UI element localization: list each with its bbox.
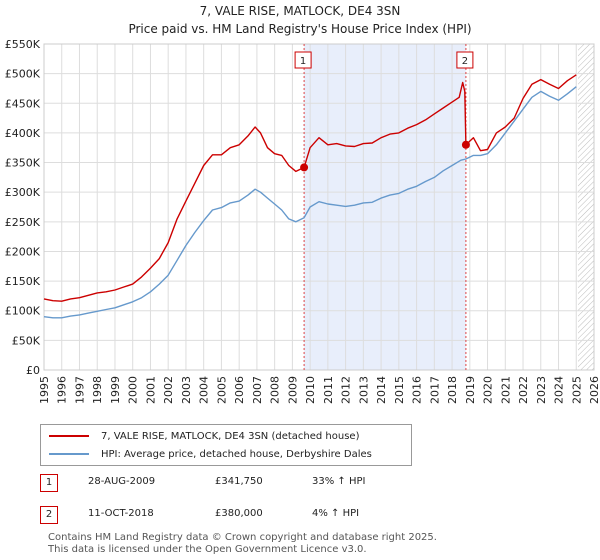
- ownership-period-shade: [304, 44, 466, 370]
- footer-licence: This data is licensed under the Open Gov…: [48, 544, 367, 555]
- transaction-hpi: 4% ↑ HPI: [312, 508, 360, 519]
- transaction-row: 1 28-AUG-2009 £341,750 33% ↑ HPI: [40, 474, 600, 494]
- series-property-line: [43, 74, 577, 302]
- sale-point-2: [461, 140, 470, 149]
- x-tick-label: 2001: [144, 376, 157, 404]
- x-tick-label: 2018: [446, 376, 459, 404]
- y-tick-label: £0: [26, 364, 40, 377]
- y-tick-label: £300K: [5, 186, 41, 199]
- transaction-price: £341,750: [215, 476, 263, 487]
- x-tick-label: 2015: [393, 376, 406, 404]
- x-tick-label: 2024: [553, 376, 566, 404]
- y-tick-label: £50K: [12, 334, 41, 347]
- chart-title: 7, VALE RISE, MATLOCK, DE4 3SN: [199, 4, 401, 18]
- x-tick-label: 2011: [322, 376, 335, 404]
- y-tick-label: £500K: [5, 68, 41, 81]
- x-tick-label: 2017: [428, 376, 441, 404]
- y-tick-label: £550K: [5, 38, 41, 51]
- x-tick-label: 2013: [357, 376, 370, 404]
- price-chart: £0 £50K £100K £150K £200K £250K £300K £350K £400…: [5, 38, 600, 404]
- transaction-badge: 1: [40, 474, 58, 492]
- x-tick-label: 2020: [482, 376, 495, 404]
- y-tick-label: £100K: [5, 305, 41, 318]
- x-tick-label: 2007: [251, 376, 264, 404]
- x-tick-label: 2019: [464, 376, 477, 404]
- x-tick-label: 1998: [91, 376, 104, 404]
- footer-copyright: Contains HM Land Registry data © Crown c…: [48, 532, 437, 543]
- x-tick-label: 2006: [233, 376, 246, 404]
- y-tick-label: £450K: [5, 97, 41, 110]
- x-tick-label: 2025: [570, 376, 583, 404]
- x-tick-label: 2008: [269, 376, 282, 404]
- x-tick-label: 2004: [198, 376, 211, 404]
- legend-swatch-property: [49, 435, 89, 437]
- x-tick-label: 1996: [56, 376, 69, 404]
- marker-badge-label: 2: [462, 56, 468, 67]
- future-hatch: [578, 44, 594, 370]
- y-tick-label: £350K: [5, 157, 41, 170]
- chart-subtitle: Price paid vs. HM Land Registry's House …: [128, 22, 472, 36]
- marker-badge-label: 1: [300, 56, 306, 67]
- x-tick-label: 2009: [286, 376, 299, 404]
- x-tick-label: 1999: [109, 376, 122, 404]
- marker-badge-2: [456, 51, 474, 69]
- x-tick-label: 2002: [162, 376, 175, 404]
- x-tick-label: 2010: [304, 376, 317, 404]
- x-tick-label: 2005: [215, 376, 228, 404]
- legend-item-property: 7, VALE RISE, MATLOCK, DE4 3SN (detached…: [49, 428, 360, 444]
- legend-swatch-hpi: [49, 453, 89, 455]
- x-tick-label: 2012: [340, 376, 353, 404]
- x-tick-label: 2021: [499, 376, 512, 404]
- sale-point-1: [300, 163, 309, 172]
- legend-label-property: 7, VALE RISE, MATLOCK, DE4 3SN (detached…: [101, 430, 360, 442]
- legend-item-hpi: HPI: Average price, detached house, Derb…: [49, 446, 372, 462]
- transaction-badge: 2: [40, 506, 58, 524]
- y-tick-label: £400K: [5, 127, 41, 140]
- x-tick-label: 2026: [588, 376, 600, 404]
- x-tick-label: 1995: [38, 376, 51, 404]
- x-tick-label: 2022: [517, 376, 530, 404]
- legend-label-hpi: HPI: Average price, detached house, Derb…: [101, 448, 372, 460]
- plot-frame: [43, 43, 595, 371]
- x-tick-label: 2014: [375, 376, 388, 404]
- y-tick-label: £250K: [5, 216, 41, 229]
- transaction-date: 28-AUG-2009: [88, 476, 156, 487]
- x-tick-label: 1997: [73, 376, 86, 404]
- legend: 7, VALE RISE, MATLOCK, DE4 3SN (detached…: [40, 424, 412, 466]
- series-hpi-line: [43, 86, 577, 319]
- x-tick-label: 2003: [180, 376, 193, 404]
- y-tick-label: £200K: [5, 245, 41, 258]
- marker-badge-1: [294, 51, 312, 69]
- transaction-date: 11-OCT-2018: [88, 508, 154, 519]
- transaction-row: 2 11-OCT-2018 £380,000 4% ↑ HPI: [40, 506, 600, 526]
- transaction-price: £380,000: [215, 508, 263, 519]
- transaction-hpi: 33% ↑ HPI: [312, 476, 366, 487]
- y-tick-label: £150K: [5, 275, 41, 288]
- x-tick-label: 2023: [535, 376, 548, 404]
- x-tick-label: 2016: [411, 376, 424, 404]
- x-tick-label: 2000: [127, 376, 140, 404]
